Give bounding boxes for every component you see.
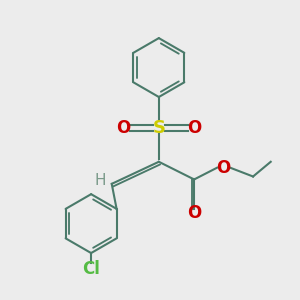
Text: H: H <box>94 173 106 188</box>
Text: O: O <box>217 159 231 177</box>
Text: O: O <box>116 119 130 137</box>
Text: Cl: Cl <box>82 260 100 278</box>
Text: O: O <box>187 204 201 222</box>
Text: O: O <box>187 119 201 137</box>
Text: S: S <box>152 119 165 137</box>
